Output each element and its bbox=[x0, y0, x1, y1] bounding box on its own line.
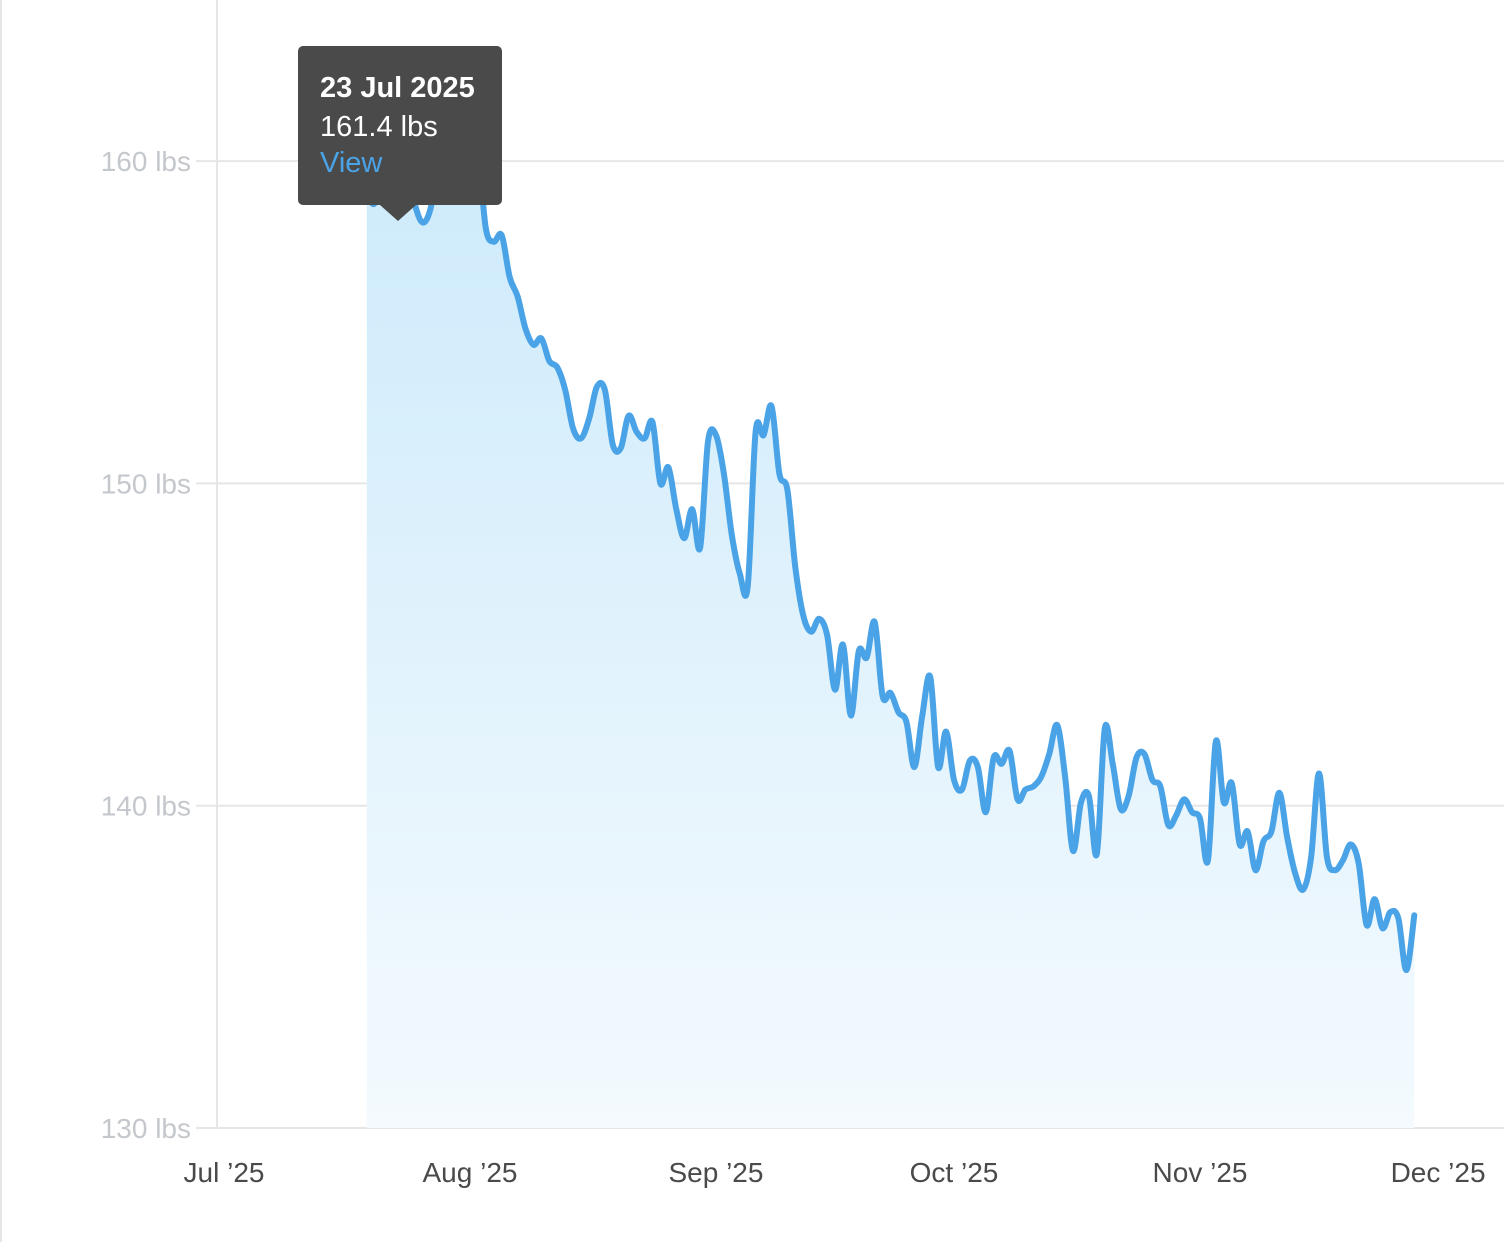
x-tick-label: Dec ’25 bbox=[1391, 1157, 1486, 1188]
x-tick-label: Nov ’25 bbox=[1153, 1157, 1248, 1188]
x-tick-label: Sep ’25 bbox=[668, 1157, 763, 1188]
y-tick-label: 140 lbs bbox=[101, 791, 191, 822]
tooltip-value: 161.4 lbs bbox=[320, 111, 438, 143]
y-tick-label: 150 lbs bbox=[101, 468, 191, 499]
y-tick-label: 130 lbs bbox=[101, 1113, 191, 1144]
x-tick-label: Jul ’25 bbox=[184, 1157, 265, 1188]
weight-line[interactable] bbox=[363, 112, 1418, 974]
x-axis: Jul ’25 Aug ’25 Sep ’25 Oct ’25 Nov ’25 Dec ’… bbox=[184, 1157, 1486, 1188]
x-tick-label: Oct ’25 bbox=[910, 1157, 999, 1188]
y-tick-label: 160 lbs bbox=[101, 146, 191, 177]
tooltip-view-link[interactable]: View bbox=[320, 147, 383, 179]
x-tick-label: Aug ’25 bbox=[423, 1157, 518, 1188]
weight-area bbox=[366, 115, 1415, 1128]
data-point-tooltip: 23 Jul 2025 161.4 lbs View bbox=[298, 46, 502, 221]
tooltip-date: 23 Jul 2025 bbox=[320, 72, 475, 104]
y-axis: 160 lbs 150 lbs 140 lbs 130 lbs bbox=[101, 146, 217, 1144]
